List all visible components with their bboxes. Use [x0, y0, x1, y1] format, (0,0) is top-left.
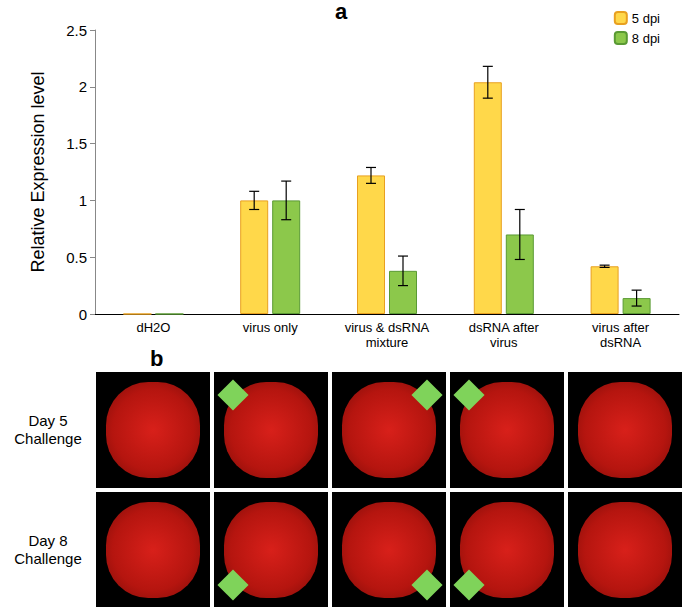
html-text:Day 8 Challenge: Day 8 Challenge: [14, 532, 82, 567]
svg-text:dH2O: dH2O: [136, 320, 170, 335]
svg-text:8 dpi: 8 dpi: [632, 31, 660, 46]
svg-text:virus: virus: [490, 335, 518, 350]
html-text:Day 5 Challenge: Day 5 Challenge: [14, 412, 82, 447]
svg-text:1: 1: [79, 192, 87, 209]
svg-text:dsRNA after: dsRNA after: [469, 320, 540, 335]
svg-text:1.5: 1.5: [66, 135, 87, 152]
svg-text:a: a: [335, 0, 348, 24]
svg-text:virus & dsRNA: virus & dsRNA: [345, 320, 430, 335]
svg-text:0: 0: [79, 306, 87, 323]
svg-text:dsRNA: dsRNA: [600, 335, 642, 350]
svg-text:2.5: 2.5: [66, 22, 87, 39]
svg-text:0.5: 0.5: [66, 249, 87, 266]
svg-text:5 dpi: 5 dpi: [632, 11, 660, 26]
svg-text:virus only: virus only: [243, 320, 298, 335]
svg-text:virus after: virus after: [592, 320, 650, 335]
html-text:b: b: [150, 346, 164, 371]
svg-text:2: 2: [79, 78, 87, 95]
svg-text:Relative Expression level: Relative Expression level: [28, 71, 48, 272]
svg-text:mixture: mixture: [366, 335, 409, 350]
